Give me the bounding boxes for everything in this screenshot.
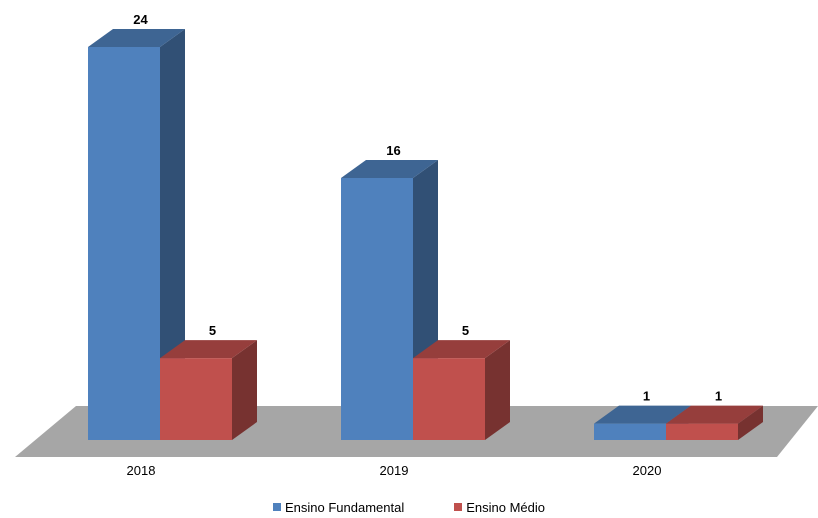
data-label-2019-medio: 5: [462, 323, 469, 338]
data-label-2019-fundamental: 16: [386, 143, 400, 158]
legend-swatch-medio: [454, 503, 463, 511]
bar-top-face: [160, 340, 257, 359]
x-tick-label-2019: 2019: [380, 463, 409, 478]
bars-layer: [88, 29, 763, 440]
x-tick-label-2020: 2020: [633, 463, 662, 478]
bar-side-face: [160, 29, 185, 440]
legend-label-fundamental: Ensino Fundamental: [284, 499, 405, 515]
bar-top-face: [413, 340, 510, 359]
bar-side-face: [232, 340, 257, 440]
data-label-2018-fundamental: 24: [133, 12, 148, 27]
bar-top-face: [88, 29, 185, 47]
bar-front-face: [594, 423, 666, 440]
legend-swatch-fundamental: [272, 503, 281, 511]
bar-2018-fundamental: [88, 29, 185, 440]
bar-2020-medio: [666, 405, 763, 440]
bar-side-face: [485, 340, 510, 440]
bar-2019-medio: [413, 340, 510, 440]
bar-front-face: [413, 358, 485, 440]
data-label-2018-medio: 5: [209, 323, 216, 338]
legend: Ensino Fundamental Ensino Médio: [0, 498, 818, 516]
bar-front-face: [341, 178, 413, 440]
bar-top-face: [666, 405, 763, 424]
legend-item-medio: Ensino Médio: [454, 498, 545, 516]
bar-top-face: [341, 160, 438, 178]
labels-layer: 24 5 2018 16 5 2019 1 1 2020: [127, 12, 723, 478]
legend-label-medio: Ensino Médio: [466, 499, 546, 515]
bar-top-face: [594, 405, 691, 424]
data-label-2020-fundamental: 1: [643, 389, 650, 404]
bar-front-face: [160, 358, 232, 440]
bar-front-face: [666, 423, 738, 440]
x-tick-label-2018: 2018: [127, 463, 156, 478]
legend-item-fundamental: Ensino Fundamental: [272, 498, 405, 516]
bar-2018-medio: [160, 340, 257, 440]
data-label-2020-medio: 1: [715, 389, 722, 404]
bar-front-face: [88, 47, 160, 440]
bar-side-face: [738, 405, 763, 440]
